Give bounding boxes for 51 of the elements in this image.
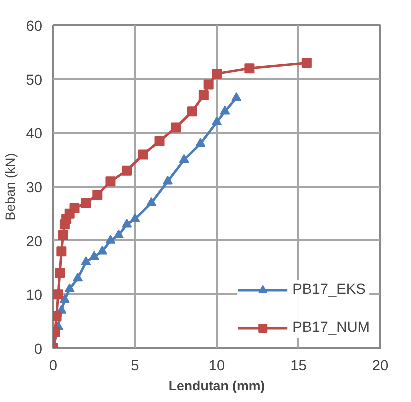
point (81, 198, 92, 208)
x-tick-label: 15 (290, 358, 307, 374)
point (220, 106, 230, 115)
x-tick-label: 5 (131, 358, 140, 374)
point (81, 256, 92, 266)
x-axis-title: Lendutan (mm) (168, 378, 266, 394)
point (198, 90, 209, 100)
point (196, 138, 206, 148)
point (138, 150, 148, 160)
point (187, 106, 198, 117)
point (232, 92, 242, 102)
y-tick-label: 60 (26, 19, 43, 35)
point (64, 284, 75, 292)
point (106, 235, 116, 244)
y-tick-label: 30 (26, 180, 43, 196)
point (212, 116, 222, 126)
y-axis-title: Beban (kN) (3, 153, 18, 221)
point (73, 272, 84, 282)
point (106, 176, 116, 187)
point (146, 197, 157, 206)
point (56, 246, 67, 257)
point (70, 204, 80, 214)
y-tick-label: 20 (26, 234, 43, 250)
point (212, 68, 222, 79)
point (60, 294, 70, 304)
legend-label: PB17_NUM (292, 320, 370, 336)
point (204, 80, 214, 90)
point (130, 214, 140, 222)
point (58, 230, 68, 240)
x-tick-label: 10 (208, 358, 226, 374)
y-tick-label: 40 (26, 126, 43, 143)
point (179, 154, 190, 164)
point (162, 176, 173, 185)
point (171, 122, 182, 133)
y-tick-label: 10 (26, 288, 43, 304)
legend-label: PB17_EKS (292, 282, 366, 298)
x-tick-label: 0 (49, 358, 58, 374)
point (55, 268, 66, 278)
y-tick-label: 50 (26, 72, 43, 89)
point (122, 166, 132, 176)
point (154, 136, 165, 146)
y-tick-label: 0 (34, 342, 43, 358)
point (244, 64, 255, 74)
x-tick-label: 20 (372, 358, 389, 374)
point (89, 251, 100, 260)
point (122, 218, 132, 228)
point (114, 230, 124, 239)
point (302, 58, 312, 68)
point (98, 246, 108, 255)
point (92, 190, 103, 200)
point (54, 290, 64, 300)
